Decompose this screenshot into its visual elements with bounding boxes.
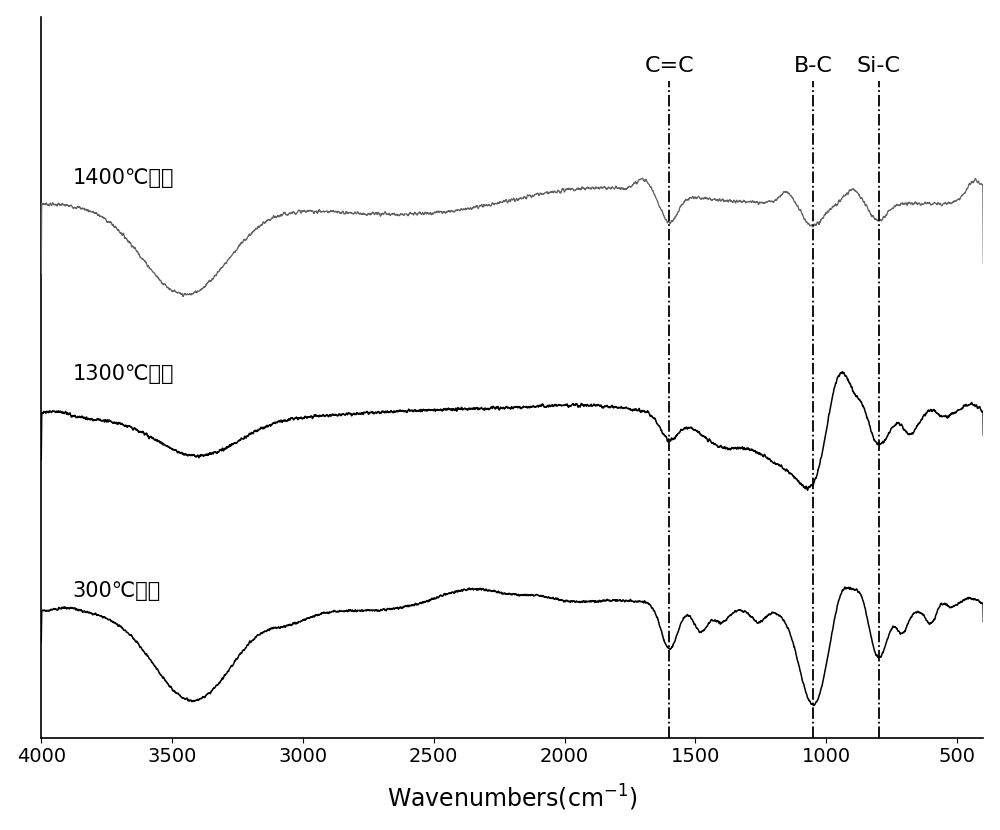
Text: 1400℃裂解: 1400℃裂解	[73, 168, 174, 188]
Text: 300℃固化: 300℃固化	[73, 581, 161, 601]
Text: 1300℃裂解: 1300℃裂解	[73, 364, 174, 383]
Text: Si-C: Si-C	[857, 56, 901, 76]
Text: B-C: B-C	[794, 56, 833, 76]
X-axis label: Wavenumbers(cm$^{-1}$): Wavenumbers(cm$^{-1}$)	[387, 784, 638, 813]
Text: C=C: C=C	[644, 56, 694, 76]
